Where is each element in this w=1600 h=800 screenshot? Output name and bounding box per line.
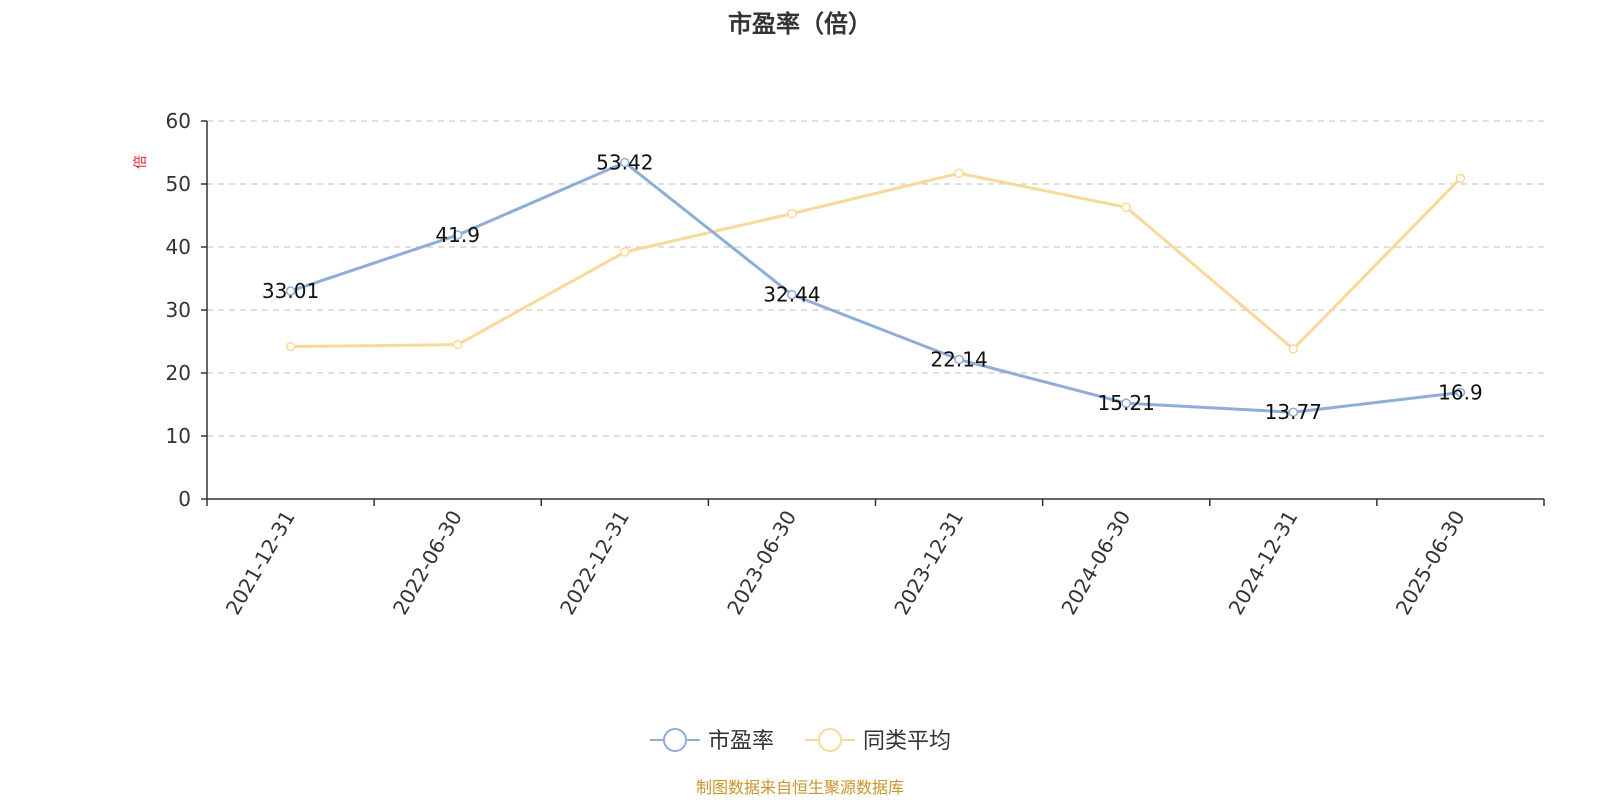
data-point-1-1[interactable] <box>452 339 463 350</box>
data-point-0-7[interactable] <box>1455 387 1466 398</box>
x-tick-label-2: 2022-12-31 <box>555 506 634 619</box>
data-point-1-4[interactable] <box>954 168 964 179</box>
x-tick-label-3: 2023-06-30 <box>722 506 801 619</box>
x-tick-label-0: 2021-12-31 <box>221 506 300 619</box>
series-0 <box>285 157 1466 417</box>
data-point-1-2[interactable] <box>620 247 630 257</box>
data-point-0-5[interactable] <box>1121 398 1131 408</box>
x-tick-label-4: 2023-12-31 <box>889 506 968 619</box>
data-point-0-4[interactable] <box>954 354 964 365</box>
legend[interactable]: 市盈率 同类平均 <box>650 728 951 754</box>
data-labels: 33.01 41.9 53.42 32.44 22.14 15.21 13.77 16.9 <box>262 150 1483 424</box>
data-label-0-7: 16.9 <box>1438 381 1483 405</box>
source-note: 制图数据来自恒生聚源数据库 <box>696 778 904 797</box>
x-tick-label-1: 2022-06-30 <box>388 506 467 619</box>
legend-label-0: 市盈率 <box>708 729 774 754</box>
data-point-0-6[interactable] <box>1288 407 1299 417</box>
data-label-0-0: 33.01 <box>262 279 319 303</box>
data-point-0-1[interactable] <box>452 230 463 240</box>
data-point-1-6[interactable] <box>1288 344 1299 354</box>
chart-title: 市盈率（倍） <box>728 10 872 38</box>
y-tick-label-4: 40 <box>166 235 191 259</box>
y-tick-label-6: 60 <box>166 109 191 133</box>
y-tick-label-5: 50 <box>166 172 191 196</box>
data-label-0-2: 53.42 <box>596 150 653 174</box>
data-point-1-5[interactable] <box>1121 202 1131 213</box>
data-label-0-3: 32.44 <box>763 283 820 307</box>
series-1 <box>285 168 1466 354</box>
data-point-0-3[interactable] <box>787 289 797 300</box>
series-layer <box>285 157 1466 417</box>
x-tick-label-7: 2025-06-30 <box>1391 506 1470 619</box>
data-point-1-7[interactable] <box>1455 173 1466 184</box>
grid-lines <box>207 120 1544 437</box>
axes: 0 10 20 30 40 50 60 2021-12-31 2022-06-30 2022-12… <box>166 109 1545 619</box>
data-label-0-6: 13.77 <box>1265 400 1322 424</box>
data-point-1-3[interactable] <box>787 208 797 219</box>
y-tick-label-2: 20 <box>166 361 191 385</box>
y-tick-label-3: 30 <box>166 298 191 322</box>
legend-marker-1 <box>818 728 842 752</box>
data-label-0-1: 41.9 <box>435 223 480 247</box>
y-axis-unit-label: 倍 <box>133 155 149 169</box>
y-tick-label-1: 10 <box>166 424 191 448</box>
legend-item-0[interactable]: 市盈率 <box>650 728 774 754</box>
x-tick-label-6: 2024-12-31 <box>1224 506 1303 619</box>
data-label-0-5: 15.21 <box>1098 391 1155 415</box>
x-tick-label-5: 2024-06-30 <box>1056 506 1135 619</box>
series-line-1 <box>290 171 1462 351</box>
legend-marker-0 <box>663 728 687 752</box>
data-point-1-0[interactable] <box>285 341 296 352</box>
data-point-0-2[interactable] <box>620 157 630 168</box>
series-line-0 <box>290 160 1461 414</box>
data-label-0-4: 22.14 <box>930 348 987 372</box>
y-tick-label-0: 0 <box>178 487 191 511</box>
legend-label-1: 同类平均 <box>863 729 951 754</box>
legend-item-1[interactable]: 同类平均 <box>805 728 951 754</box>
data-point-0-0[interactable] <box>285 286 296 296</box>
